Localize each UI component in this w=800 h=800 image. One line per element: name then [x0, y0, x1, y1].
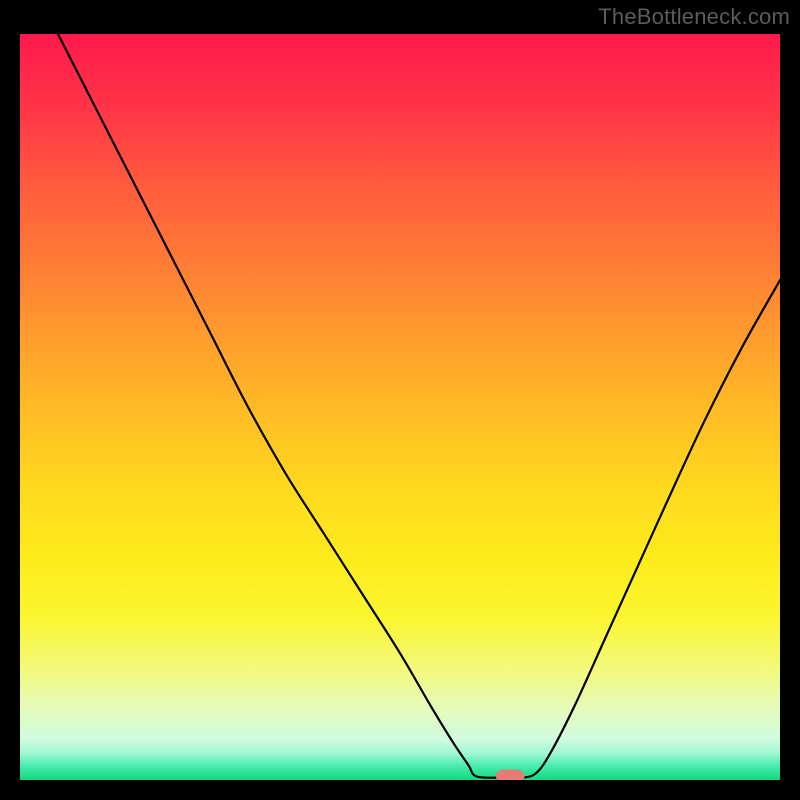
- plot-area: [20, 34, 780, 783]
- watermark-text: TheBottleneck.com: [598, 4, 790, 30]
- chart-stage: TheBottleneck.com: [0, 0, 800, 800]
- gradient-background: [20, 34, 780, 780]
- bottleneck-chart-svg: [0, 0, 800, 800]
